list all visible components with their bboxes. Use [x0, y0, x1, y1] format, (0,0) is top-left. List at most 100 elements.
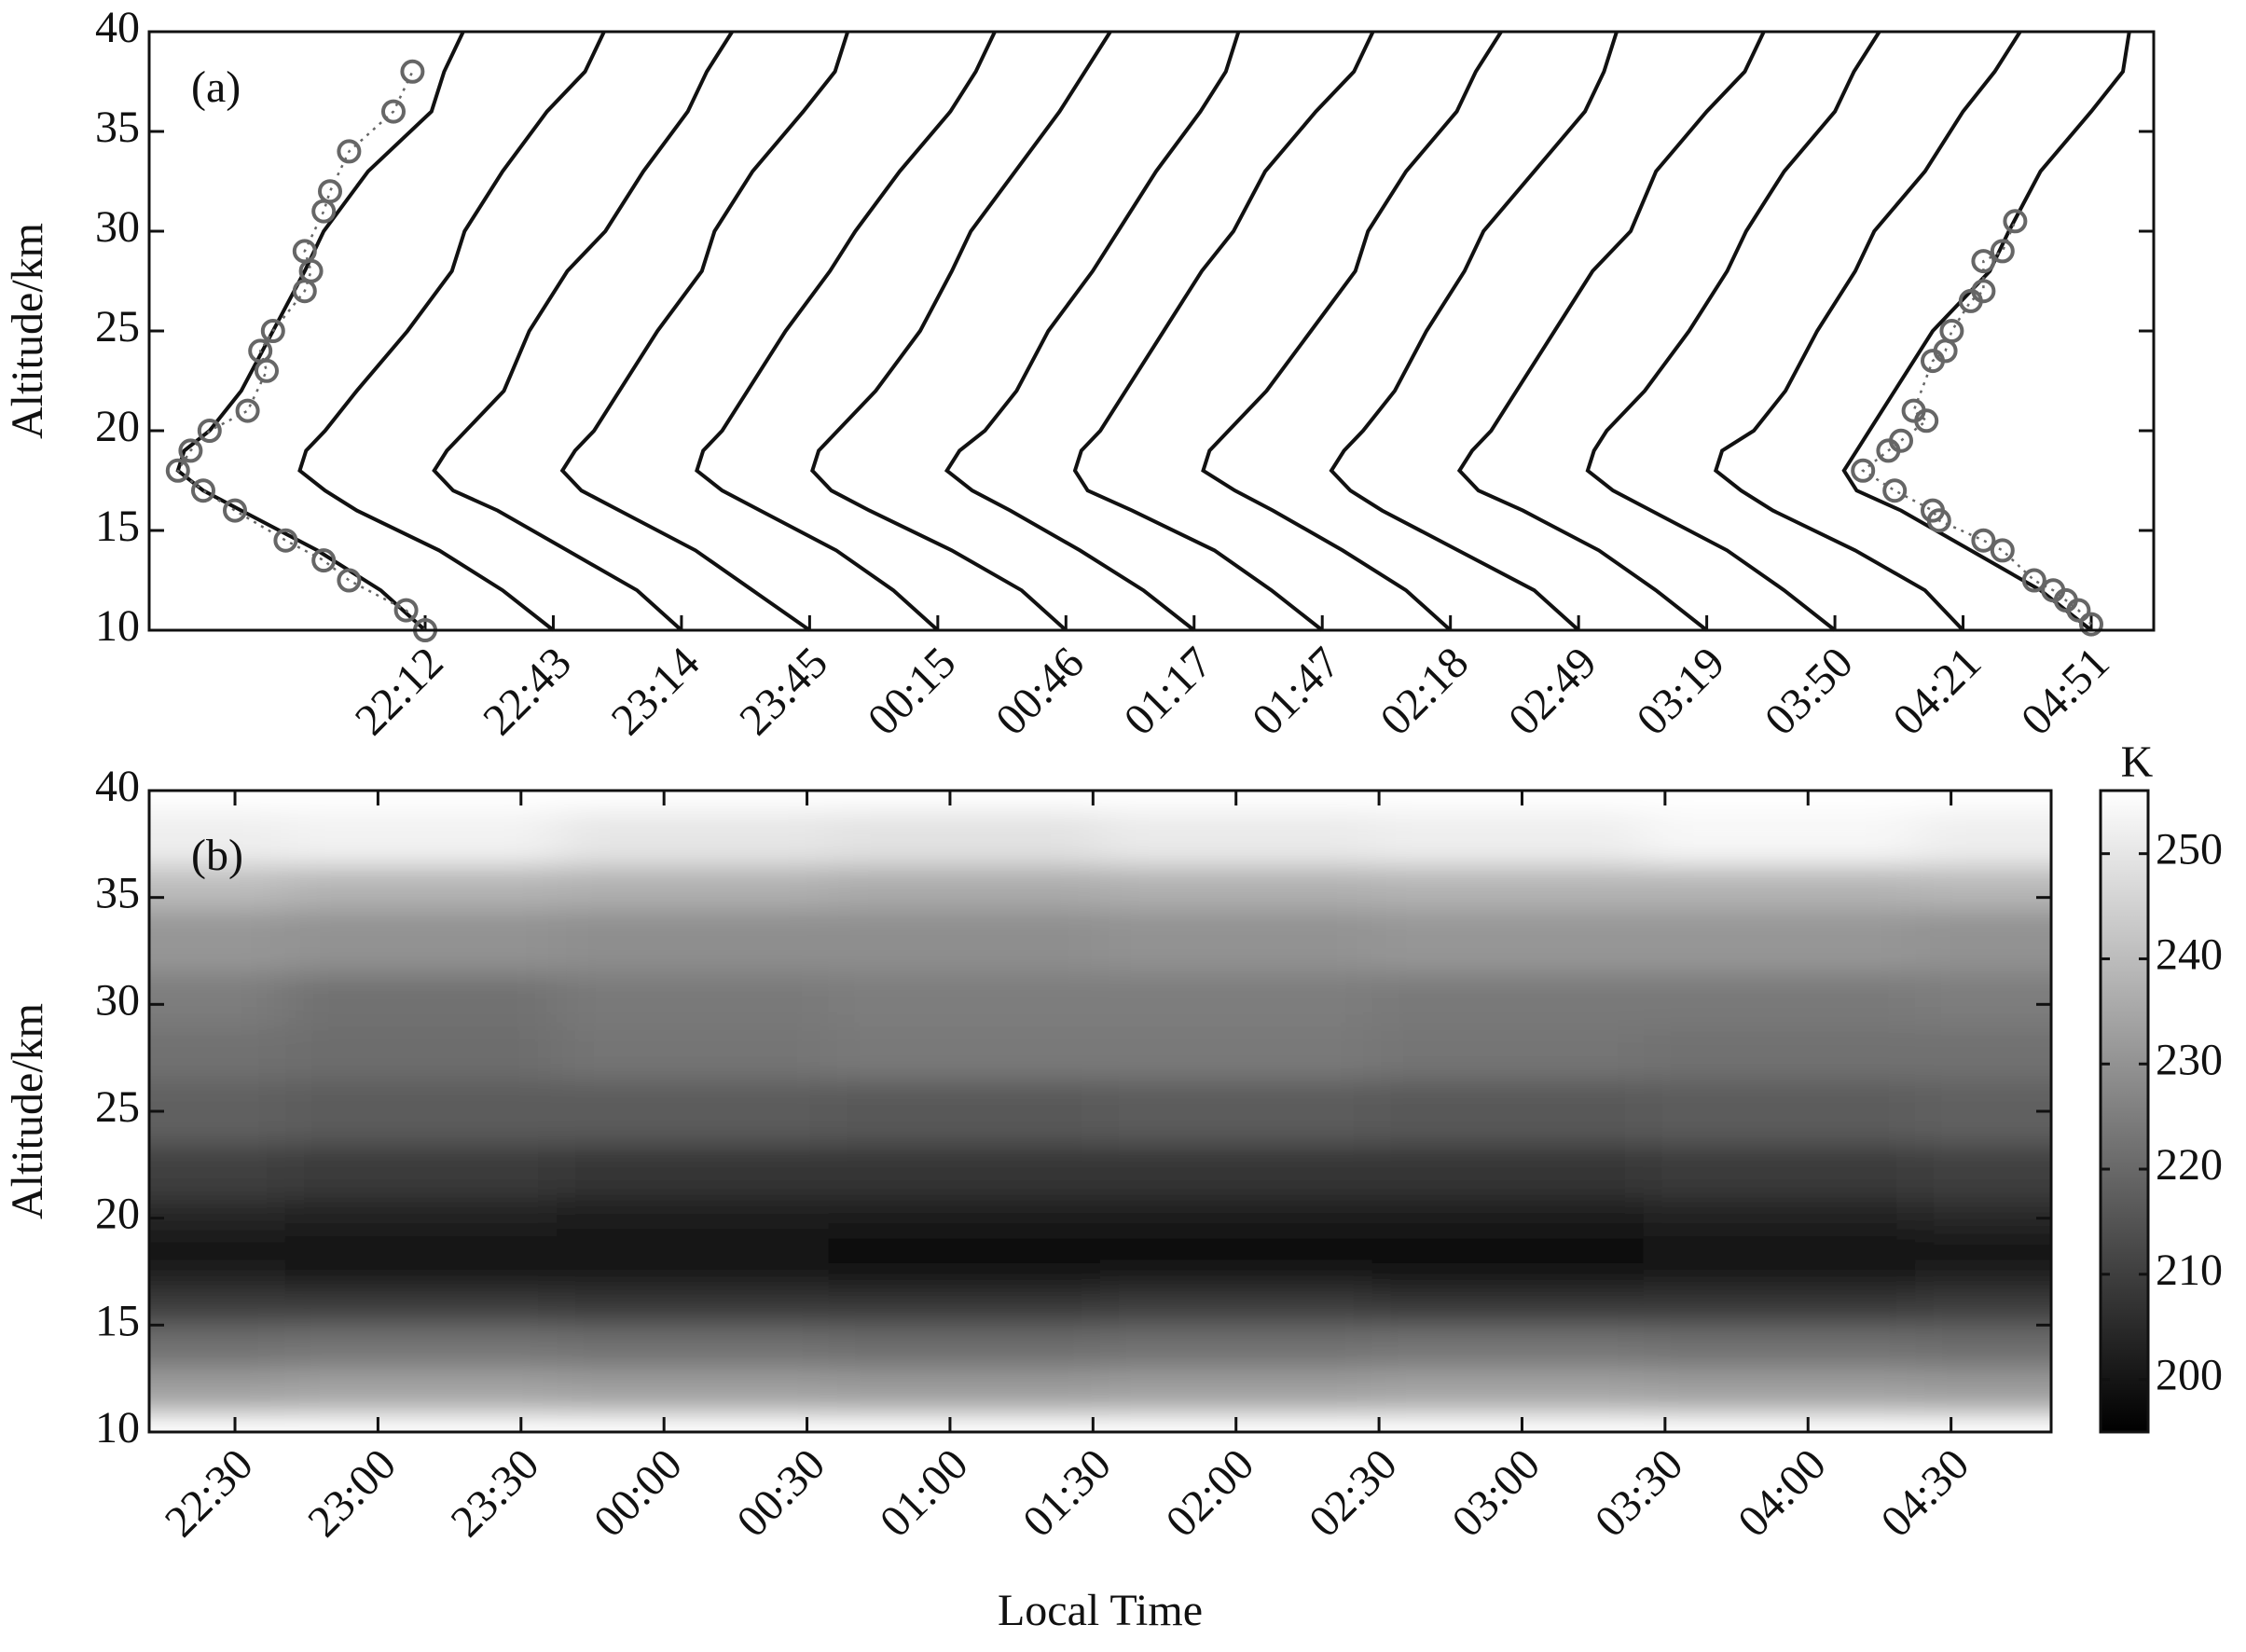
heat-cell [284, 1143, 558, 1198]
profile-line [1456, 31, 1766, 632]
y-tick-label: 35 [95, 869, 140, 918]
x-tick-label: 23:30 [442, 1439, 549, 1547]
heat-cell [1100, 1292, 1373, 1327]
x-tick-label: 02:00 [1156, 1439, 1263, 1547]
y-axis-title: Altitude/km [3, 1003, 52, 1219]
sounding-point [2041, 578, 2066, 603]
x-tick-label: 01:00 [871, 1439, 978, 1547]
profile-line [1072, 31, 1375, 632]
x-tick-label: 02:49 [1499, 638, 1606, 745]
heat-cell [1915, 908, 2051, 973]
sounding-point [1851, 458, 1876, 483]
profile-line [1713, 30, 2022, 632]
heat-cell [1371, 1079, 1645, 1145]
heat-cell [1643, 1229, 1917, 1252]
x-tick-label: 04:30 [1871, 1439, 1978, 1547]
heat-cell [557, 1079, 830, 1145]
heat-cell [1643, 1143, 1917, 1198]
sounding-point [393, 598, 419, 623]
sounding-point [1921, 498, 1945, 523]
heatmap-cells [149, 811, 2051, 1412]
heat-cell [828, 1229, 1101, 1252]
heat-cell [557, 1272, 830, 1294]
heat-cell [557, 1026, 830, 1081]
heat-cell [828, 1196, 1101, 1231]
colorbar-tick-label: 240 [2156, 929, 2223, 979]
heat-cell [828, 1026, 1101, 1081]
heat-cell [1643, 1272, 1917, 1294]
y-tick-label: 30 [95, 975, 140, 1025]
heat-cell [1643, 1292, 1917, 1327]
heat-cell [1643, 811, 1917, 866]
y-tick-label: 25 [95, 1082, 140, 1132]
profile-line [810, 30, 1112, 632]
heat-cell [1371, 1026, 1645, 1081]
heat-cell [1915, 971, 2051, 1027]
sounding-line [1861, 220, 2092, 626]
heat-cell [557, 1325, 830, 1370]
heat-cell [149, 1079, 286, 1145]
y-tick-label: 25 [95, 302, 140, 351]
colorbar-tick-label: 210 [2156, 1246, 2223, 1295]
heat-cell [284, 1079, 558, 1145]
panel-label: (b) [191, 831, 243, 880]
x-tick-label: 01:47 [1243, 638, 1350, 745]
sounding-line [176, 71, 426, 631]
profile-line [559, 31, 850, 632]
sounding-point [2079, 612, 2103, 637]
heat-cell [1915, 1325, 2051, 1370]
profile-line [1585, 30, 1881, 632]
heat-cell [828, 1292, 1101, 1327]
heat-cell [1643, 1079, 1917, 1145]
heat-cell [1100, 1196, 1373, 1231]
sounding-point [165, 458, 190, 483]
heat-cell [1100, 1272, 1373, 1294]
x-tick-label: 23:00 [298, 1439, 406, 1547]
sounding-point [178, 438, 203, 463]
heat-cell [284, 1292, 558, 1327]
sounding-point [1990, 538, 2015, 563]
heat-cell [149, 1229, 286, 1252]
sounding-point [318, 179, 342, 204]
sounding-point [1939, 319, 1964, 343]
heat-cell [284, 811, 558, 866]
y-tick-label: 30 [95, 202, 140, 252]
heat-cell [1643, 1325, 1917, 1370]
heat-cell [557, 1250, 830, 1273]
sounding-point [311, 199, 337, 224]
sounding-point [260, 319, 285, 343]
heat-cell [149, 1250, 286, 1273]
heat-cell [557, 1143, 830, 1198]
profile-line [1841, 31, 2131, 632]
heat-cell [149, 1368, 286, 1412]
sounding-point [1971, 279, 1996, 304]
colorbar-tick-label: 250 [2156, 825, 2223, 874]
colorbar-tick-label: 200 [2156, 1351, 2223, 1400]
heat-cell [1371, 1272, 1645, 1294]
heat-cell [1915, 1368, 2051, 1412]
x-tick-label: 01:30 [1013, 1439, 1121, 1547]
heat-cell [284, 1368, 558, 1412]
sounding-point [2021, 568, 2046, 593]
heat-cell [1915, 1143, 2051, 1198]
sounding-point [248, 338, 273, 364]
x-tick-label: 03:50 [1756, 638, 1863, 745]
heat-cell [828, 1143, 1101, 1198]
heat-cell [1915, 1272, 2051, 1294]
heat-cell [828, 1325, 1101, 1370]
heat-cell [1643, 1250, 1917, 1273]
heat-cell [1371, 1229, 1645, 1252]
sounding-point [1882, 478, 1908, 503]
profile-line [695, 31, 997, 632]
heat-cell [1371, 811, 1645, 866]
sounding-point [1971, 249, 1996, 274]
heat-cell [828, 1368, 1101, 1412]
heat-cell [1100, 1368, 1373, 1412]
heat-cell [1100, 971, 1373, 1027]
profile-line [432, 30, 734, 632]
heat-cell [149, 1196, 286, 1231]
heat-cell [1371, 1250, 1645, 1273]
heat-cell [149, 811, 286, 866]
heat-cell [1371, 971, 1645, 1027]
heat-cell [557, 971, 830, 1027]
